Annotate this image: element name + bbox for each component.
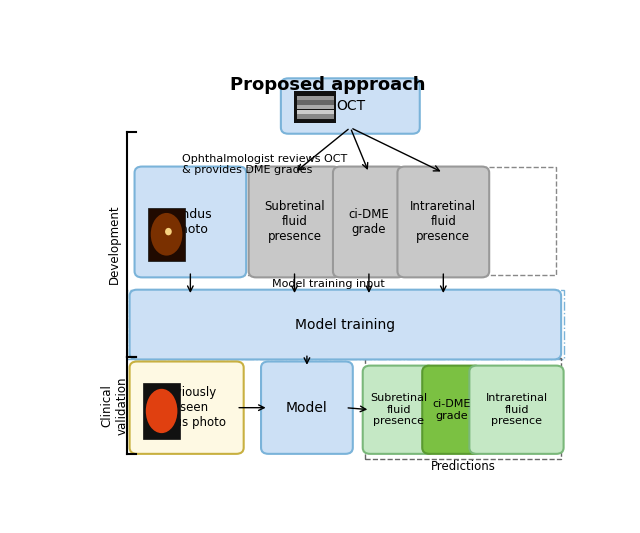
FancyBboxPatch shape [363, 366, 435, 454]
Text: OCT: OCT [336, 99, 365, 113]
FancyBboxPatch shape [129, 361, 244, 454]
FancyBboxPatch shape [333, 166, 405, 277]
Bar [297, 109, 334, 114]
Text: Fundus
photo: Fundus photo [168, 208, 212, 236]
Text: Intraretinal
fluid
presence: Intraretinal fluid presence [485, 393, 548, 426]
FancyBboxPatch shape [129, 290, 561, 359]
Bar [294, 91, 337, 123]
Text: Previously
unseen
fundus photo: Previously unseen fundus photo [148, 386, 226, 429]
FancyBboxPatch shape [469, 366, 564, 454]
Bar [297, 106, 334, 109]
FancyBboxPatch shape [422, 366, 482, 454]
FancyBboxPatch shape [134, 166, 246, 277]
Text: Subretinal
fluid
presence: Subretinal fluid presence [264, 200, 325, 244]
Text: Intraretinal
fluid
presence: Intraretinal fluid presence [410, 200, 476, 244]
Bar [297, 115, 334, 119]
Text: Model: Model [286, 401, 328, 415]
Text: ci-DME
grade: ci-DME grade [433, 399, 471, 421]
Bar [137, 166, 556, 276]
Ellipse shape [151, 213, 182, 256]
Bar [297, 101, 334, 104]
FancyBboxPatch shape [261, 361, 353, 454]
Text: ci-DME
grade: ci-DME grade [349, 208, 389, 236]
Bar [297, 96, 334, 100]
Bar [127, 290, 564, 359]
FancyBboxPatch shape [397, 166, 489, 277]
Bar [148, 207, 185, 261]
Text: Model training: Model training [295, 318, 396, 332]
Bar [143, 383, 180, 439]
Text: Clinical
validation: Clinical validation [100, 376, 129, 435]
Text: Predictions: Predictions [431, 461, 495, 473]
FancyBboxPatch shape [248, 166, 340, 277]
Text: Model training input: Model training input [271, 279, 385, 288]
Ellipse shape [165, 228, 172, 236]
Text: Ophthalmologist reviews OCT
& provides DME grades: Ophthalmologist reviews OCT & provides D… [182, 154, 347, 175]
Ellipse shape [146, 389, 177, 433]
Text: Development: Development [108, 205, 121, 284]
FancyBboxPatch shape [281, 78, 420, 134]
Text: Proposed approach: Proposed approach [230, 76, 426, 94]
Text: Subretinal
fluid
presence: Subretinal fluid presence [370, 393, 428, 426]
Bar [365, 358, 561, 459]
